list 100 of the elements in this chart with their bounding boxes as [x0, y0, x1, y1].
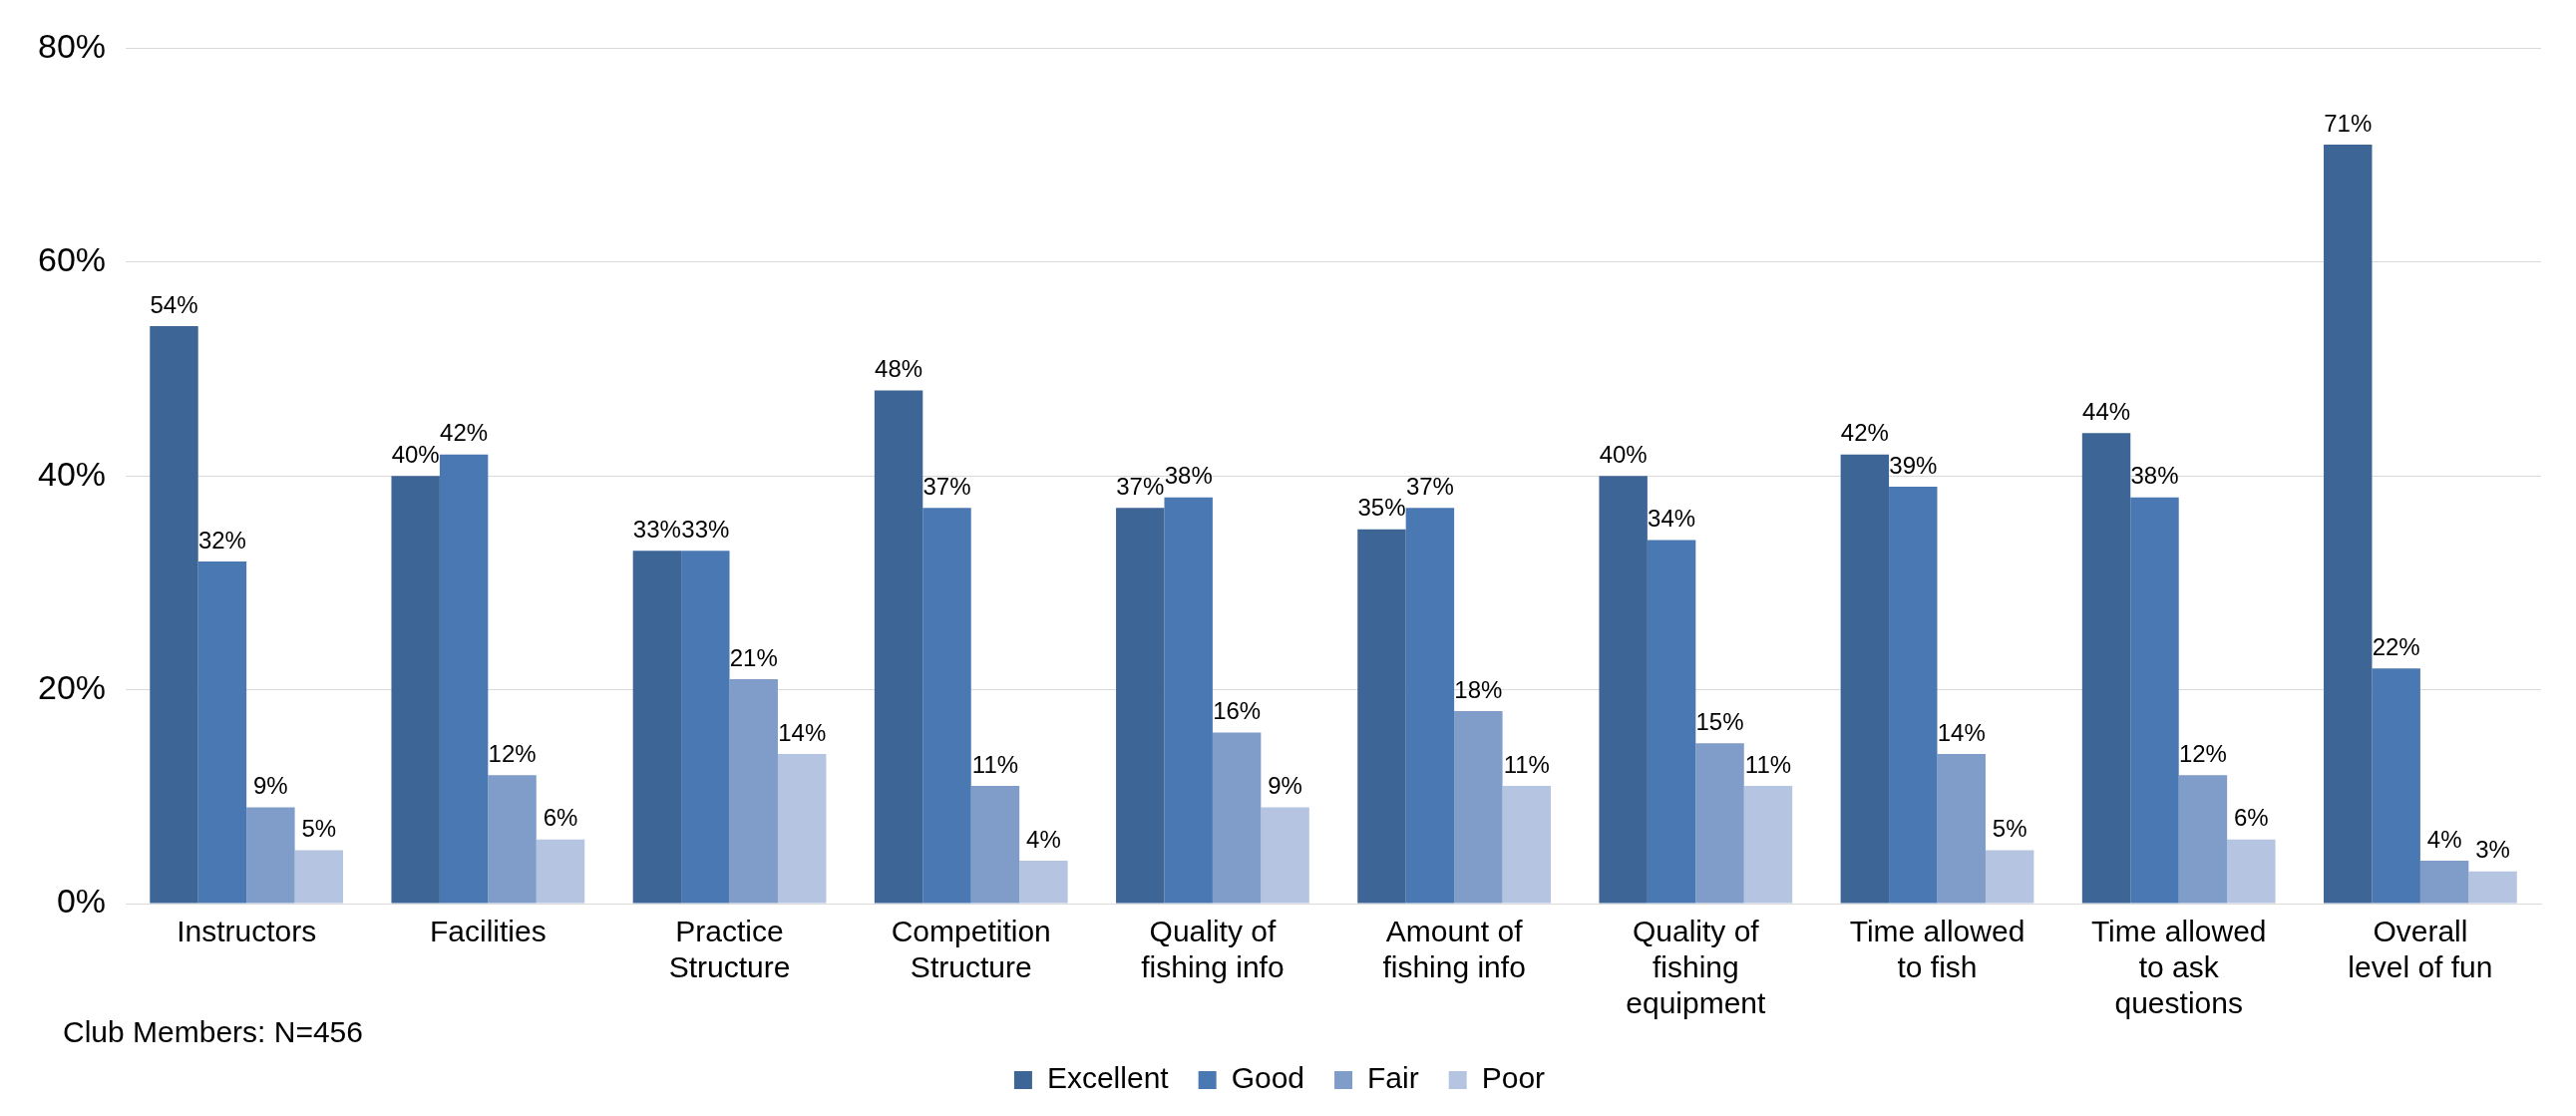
- bar: [2130, 497, 2179, 904]
- x-tick-label: Competition Structure: [891, 915, 1051, 984]
- data-label: 14%: [778, 718, 827, 746]
- data-label: 37%: [1116, 472, 1165, 500]
- bar: [777, 753, 827, 904]
- data-label: 21%: [729, 643, 778, 671]
- bar: [2227, 839, 2276, 904]
- data-label: 35%: [1357, 494, 1406, 522]
- data-label: 42%: [1840, 419, 1889, 447]
- data-label: 15%: [1695, 707, 1744, 735]
- y-tick-label: 80%: [37, 26, 107, 65]
- bar: [1937, 753, 1986, 904]
- bar: [1647, 540, 1696, 904]
- data-label: 18%: [1454, 675, 1503, 703]
- bar: [246, 807, 295, 904]
- bar: [1116, 508, 1165, 904]
- bar: [197, 560, 247, 904]
- data-label: 11%: [1503, 750, 1550, 778]
- x-tick-label: Time allowed to ask questions: [2090, 915, 2267, 1020]
- bar: [1261, 807, 1309, 904]
- data-label: 12%: [488, 739, 537, 767]
- bar: [922, 508, 971, 904]
- bar: [1502, 786, 1551, 904]
- x-tick-label: Quality of fishing info: [1141, 915, 1285, 984]
- bar: [1695, 743, 1744, 904]
- bar: [391, 476, 440, 904]
- y-tick-label: 0%: [56, 882, 107, 921]
- x-tick-label: Overall level of fun: [2348, 915, 2493, 984]
- bar: [729, 678, 778, 904]
- data-label: 39%: [1889, 451, 1938, 479]
- data-label: 37%: [922, 472, 971, 500]
- x-tick-label: Amount of fishing info: [1382, 915, 1526, 984]
- data-label: 33%: [681, 515, 730, 543]
- text: Club Members: N=456: [63, 1015, 363, 1049]
- data-label: 14%: [1937, 718, 1986, 746]
- bar: [1743, 786, 1793, 904]
- data-label: 5%: [301, 815, 337, 843]
- bar: [488, 775, 537, 904]
- legend-label: Good: [1231, 1061, 1305, 1095]
- data-label: 38%: [1164, 462, 1213, 490]
- bar: [632, 551, 682, 904]
- data-label: 5%: [1992, 815, 2027, 843]
- bar: [439, 454, 489, 904]
- y-tick-label: 40%: [37, 454, 107, 493]
- bar: [1599, 476, 1648, 904]
- x-tick-label: Practice Structure: [668, 915, 791, 984]
- bar: [1840, 454, 1890, 904]
- data-label: 40%: [391, 440, 440, 468]
- bar: [2419, 861, 2469, 904]
- data-label: 22%: [2372, 632, 2420, 660]
- y-tick-label: 60%: [37, 240, 107, 279]
- data-label: 11%: [971, 750, 1019, 778]
- bar: [681, 551, 730, 904]
- bar: [2324, 144, 2373, 904]
- bar: [294, 850, 344, 904]
- bar: [2468, 871, 2517, 904]
- legend-label: Excellent: [1046, 1061, 1170, 1095]
- bar: [1454, 711, 1503, 904]
- bar: [2081, 433, 2131, 904]
- data-label: 32%: [197, 526, 246, 554]
- x-tick-label: Instructors: [177, 915, 317, 948]
- bar: [874, 390, 923, 904]
- data-label: 11%: [1744, 750, 1792, 778]
- bar: [2178, 775, 2228, 904]
- x-tick-label: Quality of fishing equipment: [1626, 915, 1767, 1020]
- data-label: 54%: [150, 290, 198, 318]
- legend-label: Poor: [1481, 1061, 1546, 1095]
- bar: [2372, 668, 2420, 904]
- data-label: 6%: [2234, 804, 2269, 832]
- data-label: 42%: [440, 419, 489, 447]
- x-tick-label: Time allowed to fish: [1849, 915, 2025, 984]
- bar: [1357, 529, 1406, 904]
- data-label: 37%: [1405, 472, 1454, 500]
- data-label: 12%: [2178, 739, 2227, 767]
- data-label: 33%: [632, 515, 681, 543]
- bar: [1164, 497, 1213, 904]
- bar: [1212, 732, 1262, 904]
- data-label: 9%: [1268, 772, 1302, 800]
- data-label: 16%: [1213, 697, 1262, 725]
- data-label: 44%: [2082, 397, 2131, 425]
- data-label: 4%: [1026, 825, 1061, 853]
- x-tick-label: Facilities: [429, 915, 547, 948]
- bar: [1019, 861, 1068, 904]
- bar: [536, 839, 585, 904]
- data-label: 71%: [2324, 109, 2373, 137]
- bar: [1889, 486, 1938, 904]
- data-label: 9%: [253, 772, 288, 800]
- data-label: 4%: [2426, 825, 2462, 853]
- y-tick-label: 20%: [37, 667, 107, 706]
- bar: [150, 326, 198, 904]
- bar: [1405, 508, 1455, 904]
- data-label: 38%: [2130, 462, 2179, 490]
- bar: [1985, 850, 2034, 904]
- data-label: 48%: [875, 355, 923, 383]
- data-label: 40%: [1599, 440, 1648, 468]
- bar: [970, 786, 1020, 904]
- data-label: 3%: [2475, 836, 2510, 864]
- data-label: 34%: [1648, 505, 1696, 533]
- legend-label: Fair: [1367, 1061, 1419, 1095]
- data-label: 6%: [543, 804, 578, 832]
